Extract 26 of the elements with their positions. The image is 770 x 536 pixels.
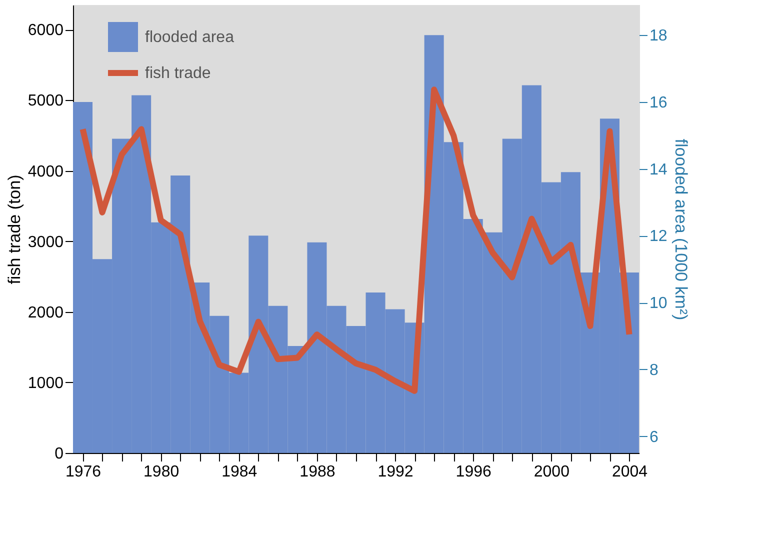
y2-tick-label: 16 [650, 94, 668, 112]
y2-tick-label: 18 [650, 28, 668, 45]
y2-tick-label: 8 [650, 362, 658, 379]
y2-tick-label: 10 [650, 295, 668, 312]
y-tick-label: 3000 [28, 234, 64, 251]
y-tick-label: 1000 [28, 374, 64, 392]
y2-tick-label: 14 [650, 161, 668, 178]
x-tick-label: 2004 [612, 464, 648, 480]
y2-tick-label: 6 [650, 428, 658, 446]
x-tick-label: 2000 [534, 464, 570, 480]
y-tick-label: 4000 [28, 163, 64, 180]
y-axis-title: fish trade (ton) [4, 174, 24, 284]
legend-label: fish trade [145, 65, 211, 82]
y-tick-label: 6000 [28, 22, 64, 40]
y-tick-label: 2000 [28, 304, 64, 322]
x-tick-label: 1976 [65, 464, 102, 480]
y2-tick-label: 12 [650, 228, 668, 246]
y-tick-label: 5000 [28, 92, 64, 110]
x-tick-label: 1988 [300, 464, 336, 480]
x-tick-label: 1996 [456, 464, 492, 480]
x-tick-label: 1992 [378, 464, 414, 480]
y2-axis-title: flooded area (1000 km²) [671, 138, 690, 320]
x-tick-label: 1984 [222, 464, 258, 480]
legend-label: flooded area [145, 29, 234, 46]
x-tick-label: 1980 [144, 464, 180, 480]
y-tick-label: 0 [54, 446, 64, 462]
